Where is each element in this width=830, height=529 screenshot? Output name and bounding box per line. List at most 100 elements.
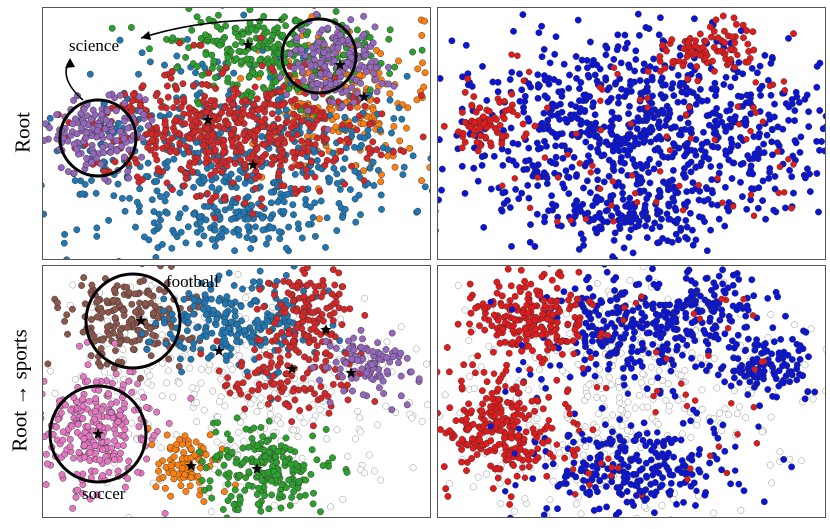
scatter-point	[123, 336, 131, 344]
scatter-point	[92, 395, 100, 402]
scatter-point	[644, 67, 652, 75]
scatter-point	[227, 170, 235, 178]
centroid-star-marker	[251, 463, 263, 474]
scatter-point	[70, 454, 78, 462]
scatter-point	[148, 441, 156, 449]
scatter-point	[720, 27, 728, 35]
scatter-point	[323, 156, 331, 164]
scatter-point	[332, 358, 340, 366]
scatter-point	[505, 106, 513, 114]
scatter-point	[635, 31, 643, 39]
scatter-point	[202, 333, 210, 341]
scatter-point	[165, 355, 173, 363]
scatter-point	[233, 148, 240, 156]
scatter-point	[192, 438, 200, 446]
scatter-point	[684, 75, 692, 83]
scatter-point	[524, 115, 532, 122]
scatter-point	[75, 448, 83, 456]
scatter-point	[357, 211, 364, 219]
scatter-point	[261, 141, 269, 149]
scatter-point	[587, 143, 595, 151]
scatter-point	[268, 64, 276, 72]
scatter-point	[224, 374, 232, 382]
scatter-point	[749, 28, 757, 36]
scatter-point	[785, 155, 792, 163]
scatter-point	[610, 236, 618, 244]
scatter-point	[198, 477, 206, 484]
scatter-point	[275, 108, 283, 116]
scatter-point	[346, 104, 354, 112]
scatter-point	[655, 31, 663, 39]
scatter-point	[124, 167, 132, 175]
scatter-point	[220, 461, 228, 469]
scatter-point	[465, 336, 473, 344]
scatter-point	[136, 101, 144, 109]
scatter-point	[421, 17, 429, 25]
scatter-point	[349, 387, 356, 395]
scatter-point	[253, 316, 261, 324]
scatter-point	[223, 381, 231, 389]
scatter-point	[282, 434, 290, 442]
scatter-point	[227, 48, 235, 55]
scatter-point	[632, 56, 640, 63]
scatter-point	[97, 345, 105, 352]
scatter-point	[157, 266, 164, 270]
scatter-point	[112, 107, 120, 115]
scatter-point	[129, 91, 137, 98]
scatter-point	[531, 122, 539, 130]
scatter-point	[656, 168, 664, 175]
scatter-point	[190, 210, 198, 218]
scatter-point	[191, 159, 199, 166]
scatter-point	[133, 198, 141, 206]
scatter-point	[269, 432, 277, 440]
scatter-point	[94, 297, 102, 305]
scatter-point	[210, 57, 218, 65]
scatter-point	[395, 104, 403, 112]
scatter-point	[707, 226, 715, 234]
scatter-point	[408, 414, 416, 422]
scatter-point	[268, 491, 276, 499]
highlight-ring-left	[58, 98, 138, 178]
scatter-point	[119, 346, 127, 354]
scatter-point	[254, 106, 262, 114]
scatter-point	[526, 238, 534, 246]
scatter-point	[192, 69, 199, 77]
scatter-point	[64, 168, 72, 176]
scatter-point	[93, 232, 101, 240]
scatter-point	[549, 100, 557, 108]
scatter-point	[249, 68, 257, 76]
scatter-point	[684, 119, 692, 127]
scatter-point	[695, 213, 703, 221]
scatter-point	[153, 408, 161, 416]
scatter-point	[207, 295, 215, 303]
scatter-point	[158, 240, 166, 248]
scatter-point	[583, 119, 591, 127]
scatter-point	[105, 468, 113, 476]
scatter-point	[197, 365, 205, 373]
scatter-point	[559, 180, 567, 188]
scatter-point	[737, 160, 745, 168]
scatter-point	[472, 108, 480, 116]
scatter-point	[470, 93, 478, 101]
scatter-point	[727, 83, 735, 91]
scatter-point	[507, 124, 515, 132]
scatter-point	[352, 218, 360, 226]
scatter-point	[397, 349, 405, 357]
scatter-point	[187, 474, 195, 481]
scatter-point	[234, 194, 242, 202]
scatter-point	[43, 182, 45, 189]
scatter-point	[596, 185, 604, 193]
scatter-point	[665, 106, 673, 114]
scatter-point	[67, 406, 75, 414]
scatter-point	[340, 305, 348, 313]
scatter-point	[152, 319, 160, 327]
scatter-point	[403, 72, 411, 80]
scatter-point	[252, 175, 259, 183]
scatter-point	[150, 208, 158, 216]
scatter-point	[208, 183, 216, 191]
scatter-point	[719, 199, 726, 206]
scatter-point	[339, 214, 346, 221]
scatter-point	[629, 249, 637, 257]
scatter-point	[385, 35, 393, 43]
scatter-point	[276, 491, 284, 498]
